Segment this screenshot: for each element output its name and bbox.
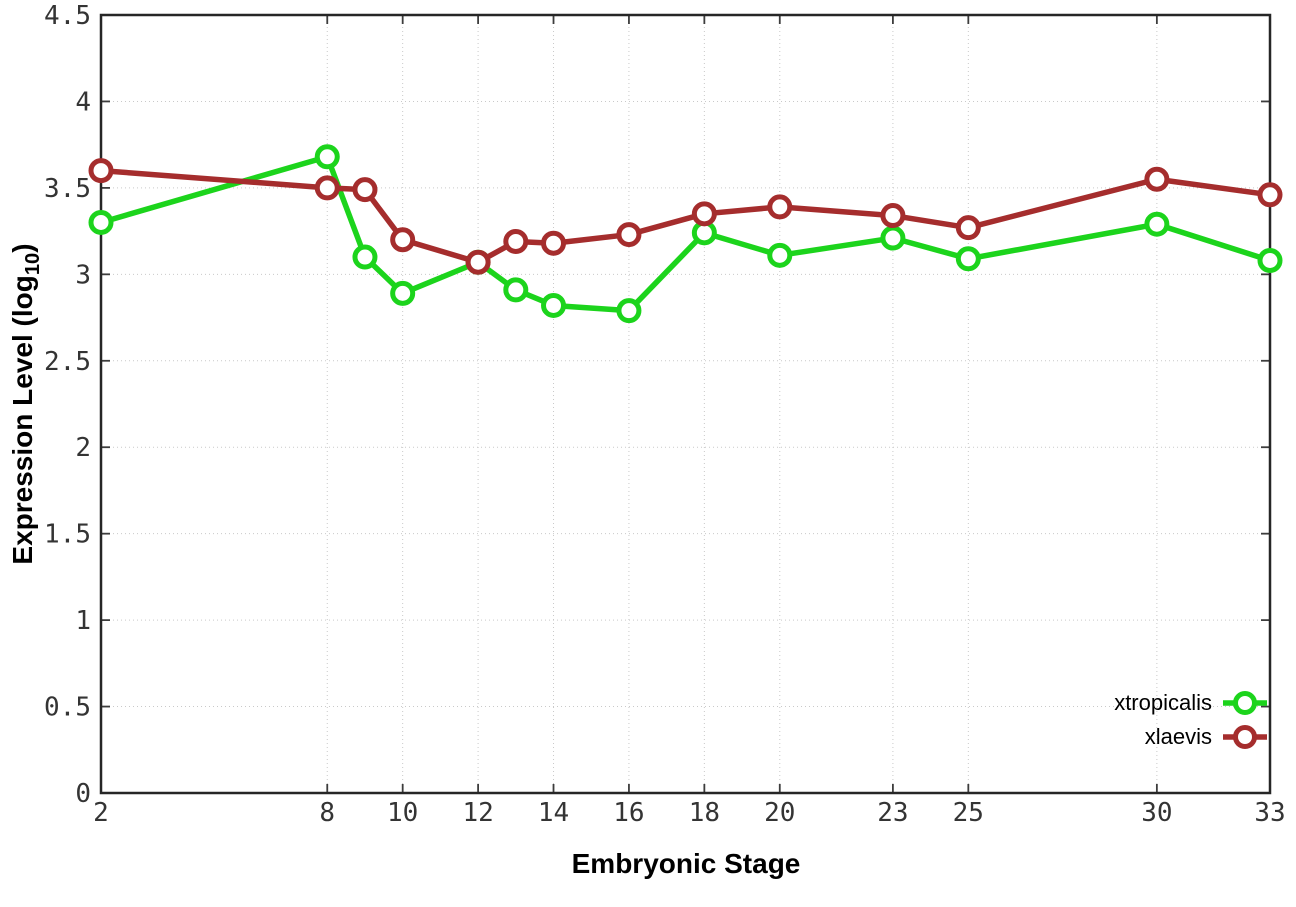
legend-marker-xlaevis: [1223, 725, 1267, 749]
data-point-marker-xlaevis: [314, 175, 340, 201]
x-tick-label: 33: [1254, 798, 1285, 828]
data-point-marker-xlaevis: [880, 203, 906, 229]
x-tick-label: 16: [613, 798, 644, 828]
data-point-marker-xlaevis: [616, 222, 642, 248]
y-tick-label: 3: [75, 260, 91, 290]
x-tick-label: 23: [877, 798, 908, 828]
data-point-marker-xtropicalis: [880, 225, 906, 251]
data-point-marker-xtropicalis: [390, 280, 416, 306]
legend-item-xlaevis: xlaevis: [1145, 721, 1268, 753]
x-tick-label: 20: [764, 798, 795, 828]
data-point-marker-xlaevis: [1144, 166, 1170, 192]
data-point-marker-xtropicalis: [616, 298, 642, 324]
data-point-marker-xtropicalis: [352, 244, 378, 270]
x-tick-label: 14: [538, 798, 569, 828]
y-tick-label: 2: [75, 433, 91, 463]
y-tick-label: 3.5: [44, 174, 91, 204]
data-point-marker-xtropicalis: [767, 242, 793, 268]
legend-marker-xtropicalis: [1223, 691, 1267, 715]
data-point-marker-xtropicalis: [314, 144, 340, 170]
y-tick-label: 2.5: [44, 347, 91, 377]
x-tick-label: 8: [319, 798, 335, 828]
x-tick-label: 18: [689, 798, 720, 828]
y-axis-title-text: Expression Level (log: [7, 275, 39, 565]
chart-legend: xtropicalis xlaevis: [1114, 687, 1268, 753]
data-point-marker-xtropicalis: [1144, 211, 1170, 237]
data-point-marker-xlaevis: [1257, 182, 1283, 208]
data-point-marker-xlaevis: [767, 194, 793, 220]
x-tick-label: 10: [387, 798, 418, 828]
y-axis-title-suffix: ): [7, 243, 39, 253]
data-point-marker-xtropicalis: [541, 292, 567, 318]
legend-label-xlaevis: xlaevis: [1144, 724, 1212, 749]
legend-circle-xlaevis: [1233, 725, 1257, 749]
y-tick-label: 4: [75, 87, 91, 117]
y-tick-label: 1: [75, 606, 91, 636]
series-line-xtropicalis: [98, 154, 1273, 314]
legend-item-xtropicalis: xtropicalis: [1114, 687, 1268, 719]
y-tick-label: 0: [75, 779, 91, 809]
data-point-marker-xlaevis: [541, 230, 567, 256]
legend-circle-xtropicalis: [1233, 691, 1257, 715]
y-tick-label: 1.5: [44, 520, 91, 550]
data-point-marker-xlaevis: [465, 249, 491, 275]
data-point-marker-xlaevis: [691, 201, 717, 227]
data-point-marker-xtropicalis: [1257, 248, 1283, 274]
data-point-marker-xlaevis: [503, 228, 529, 254]
y-tick-label: 0.5: [44, 693, 91, 723]
x-tick-label: 12: [462, 798, 493, 828]
y-axis-title: Expression Level (log10): [7, 243, 45, 564]
data-point-marker-xtropicalis: [955, 246, 981, 272]
y-axis-title-subscript: 10: [21, 252, 44, 276]
x-tick-label: 25: [953, 798, 984, 828]
x-axis-title: Embryonic Stage: [571, 848, 801, 879]
data-point-marker-xlaevis: [88, 158, 114, 184]
data-point-marker-xtropicalis: [88, 209, 114, 235]
data-point-marker-xtropicalis: [503, 277, 529, 303]
legend-label-xtropicalis: xtropicalis: [1114, 690, 1212, 715]
data-point-marker-xlaevis: [955, 215, 981, 241]
x-tick-label: 30: [1141, 798, 1172, 828]
y-tick-label: 4.5: [44, 1, 91, 31]
data-point-marker-xlaevis: [390, 227, 416, 253]
plot-border: [99, 13, 1272, 795]
x-tick-label: 2: [93, 798, 109, 828]
data-point-marker-xlaevis: [352, 177, 378, 203]
